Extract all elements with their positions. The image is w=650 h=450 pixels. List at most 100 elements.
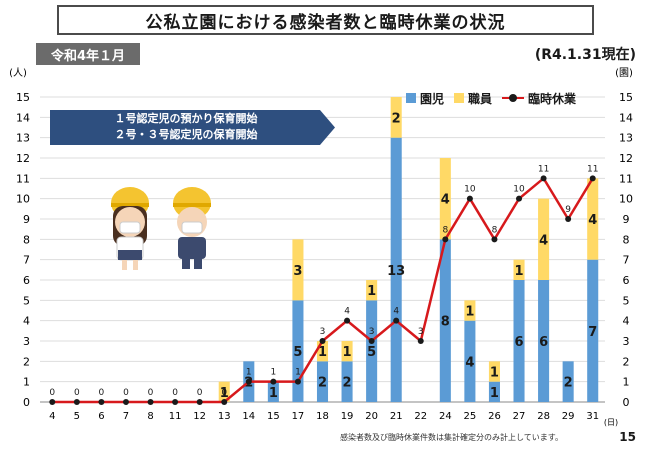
legend-staff-label: 職員 bbox=[468, 91, 493, 106]
closure-point-label: 0 bbox=[99, 388, 105, 398]
bar-staff-label: 4 bbox=[441, 193, 450, 208]
left-axis-tick-label: 7 bbox=[23, 254, 30, 267]
bar-children bbox=[292, 300, 304, 402]
bar-staff bbox=[587, 178, 599, 260]
legend-closures-label: 臨時休業 bbox=[528, 91, 577, 106]
bar-staff-label: 2 bbox=[392, 111, 401, 126]
x-tick-label: 15 bbox=[267, 411, 280, 422]
left-axis-tick-label: 11 bbox=[16, 172, 30, 185]
right-axis-tick-label: 1 bbox=[623, 376, 630, 389]
closure-point-label: 8 bbox=[492, 225, 498, 235]
right-axis-tick-label: 13 bbox=[619, 132, 633, 145]
legend-closures: 臨時休業 bbox=[502, 90, 576, 107]
bar-staff-label: 1 bbox=[367, 284, 376, 299]
bar-children bbox=[513, 280, 525, 402]
annotation-arrow bbox=[50, 110, 335, 145]
closure-point-label: 0 bbox=[221, 388, 227, 398]
x-axis-unit: (日) bbox=[604, 418, 618, 427]
grid bbox=[40, 96, 605, 403]
legend-staff: 職員 bbox=[454, 90, 492, 107]
bar-staff bbox=[538, 198, 550, 280]
right-axis-tick-label: 9 bbox=[623, 213, 630, 226]
bar-children bbox=[488, 381, 500, 402]
bar-staff bbox=[513, 259, 525, 280]
closure-point bbox=[319, 338, 326, 344]
bar-staff-label: 4 bbox=[539, 233, 548, 248]
bar-children-label: 2 bbox=[564, 376, 573, 391]
left-axis-tick-label: 9 bbox=[23, 213, 30, 226]
closure-point bbox=[122, 399, 129, 405]
legend-children: 園児 bbox=[406, 90, 444, 107]
x-tick-label: 18 bbox=[316, 411, 329, 422]
right-axis-tick-label: 5 bbox=[623, 294, 630, 307]
closure-point bbox=[368, 338, 375, 344]
right-axis-tick-label: 14 bbox=[619, 111, 633, 124]
closure-point-label: 0 bbox=[123, 388, 129, 398]
x-tick-label: 8 bbox=[147, 411, 153, 422]
bar-staff bbox=[488, 361, 500, 382]
bar-children bbox=[267, 381, 279, 402]
bar-children bbox=[341, 361, 353, 402]
closure-line bbox=[49, 175, 596, 405]
annotation-arrow-shape bbox=[50, 110, 335, 145]
x-tick-label: 20 bbox=[365, 411, 378, 422]
bar-staff bbox=[390, 97, 402, 138]
x-ticks: 4 5 6 7 8 11 12 13 14 15 17 18 19 20 21 22 24 25 26 27 28 29 3… bbox=[49, 411, 599, 422]
closure-point bbox=[442, 236, 449, 243]
x-tick-label: 21 bbox=[390, 411, 403, 422]
closure-point-label: 1 bbox=[246, 368, 252, 378]
x-tick-label: 22 bbox=[414, 411, 427, 422]
left-axis-tick-label: 8 bbox=[23, 233, 30, 246]
closure-point bbox=[73, 399, 80, 405]
closure-point-label: 8 bbox=[442, 225, 448, 235]
x-tick-label: 26 bbox=[488, 411, 501, 422]
bar-staff-label: 4 bbox=[588, 213, 597, 228]
bar-staff-label: 1 bbox=[465, 305, 474, 320]
bar-staff-label: 1 bbox=[318, 345, 327, 360]
closure-point bbox=[393, 317, 400, 324]
left-axis-tick-label: 1 bbox=[23, 376, 30, 389]
closure-point bbox=[196, 399, 203, 405]
child-girl-figure bbox=[111, 187, 149, 270]
left-axis-tick-label: 10 bbox=[16, 193, 30, 206]
bar-children-label: 2 bbox=[343, 376, 352, 391]
x-tick-label: 27 bbox=[513, 411, 526, 422]
closure-point bbox=[147, 399, 154, 405]
right-axis-tick-label: 4 bbox=[623, 315, 630, 328]
closure-point-label: 11 bbox=[538, 164, 549, 174]
page-title: 公私立園における感染者数と臨時休業の状況 bbox=[57, 5, 594, 35]
closure-point bbox=[245, 378, 252, 385]
children-illustration bbox=[111, 187, 211, 270]
bar-children bbox=[464, 320, 476, 402]
left-axis-tick-label: 12 bbox=[16, 152, 30, 165]
bar-staff bbox=[218, 381, 230, 402]
annotation-text: １号認定児の預かり保育開始 ２号・３号認定児の保育開始 bbox=[56, 111, 316, 143]
left-axis-tick-label: 4 bbox=[23, 315, 30, 328]
closure-point-label: 3 bbox=[320, 327, 326, 337]
right-axis-tick-label: 15 bbox=[619, 91, 633, 104]
bar-staff bbox=[316, 341, 329, 362]
x-tick-label: 25 bbox=[464, 411, 477, 422]
x-tick-label: 4 bbox=[49, 411, 55, 422]
closure-point bbox=[540, 175, 547, 182]
closure-point bbox=[294, 378, 301, 385]
bar-children-label: 4 bbox=[465, 355, 474, 370]
x-tick-label: 24 bbox=[439, 411, 452, 422]
bar-staff bbox=[366, 280, 378, 301]
bar-staff bbox=[464, 300, 476, 321]
closure-point bbox=[565, 216, 572, 222]
closure-point-label: 1 bbox=[271, 368, 277, 378]
period-tag: 令和4年１月 bbox=[36, 43, 140, 65]
x-tick-label: 14 bbox=[242, 411, 255, 422]
bar-children-label: 5 bbox=[367, 345, 376, 360]
left-axis-unit: (人) bbox=[9, 67, 27, 79]
right-axis-unit: (園) bbox=[615, 67, 633, 79]
x-tick-label: 6 bbox=[98, 411, 104, 422]
left-axis-tick-label: 13 bbox=[16, 132, 30, 145]
closure-point bbox=[270, 378, 277, 385]
bar-children-label: 1 bbox=[490, 386, 499, 401]
bar-staff-label: 1 bbox=[490, 366, 499, 381]
closure-point-label: 1 bbox=[295, 368, 301, 378]
